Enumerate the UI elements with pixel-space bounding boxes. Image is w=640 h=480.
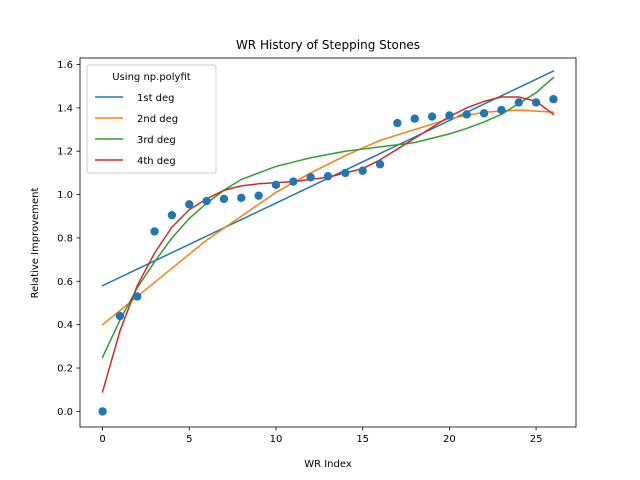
y-tick-label: 1.0: [57, 190, 73, 201]
data-point: [202, 196, 211, 206]
y-tick-label: 1.2: [57, 147, 73, 158]
data-point: [427, 112, 437, 121]
legend-label: 2nd deg: [137, 114, 178, 125]
y-tick-label: 0.4: [57, 320, 73, 331]
data-point: [514, 98, 523, 107]
legend: Using np.polyfit 1st deg 2nd deg 3rd deg 4th…: [86, 64, 217, 174]
data-point: [254, 191, 263, 200]
data-point: [341, 168, 350, 178]
series-line-2nd-deg: [101, 109, 555, 326]
legend-label: 4th deg: [137, 156, 176, 167]
y-axis-label: Relative Improvement: [30, 188, 41, 299]
data-point: [115, 311, 125, 321]
x-tick-label: 25: [530, 434, 543, 445]
x-tick-label: 0: [99, 434, 105, 445]
plot-area: [98, 70, 558, 416]
data-point: [150, 227, 159, 236]
x-tick-label: 5: [186, 434, 192, 445]
data-point: [323, 171, 333, 181]
legend-box: [86, 64, 217, 174]
data-point: [98, 407, 107, 416]
data-point: [462, 110, 471, 119]
legend-label: 3rd deg: [137, 135, 176, 146]
series-line-3rd-deg: [101, 76, 555, 359]
y-tick-label: 0.8: [57, 233, 73, 244]
legend-label: 1st deg: [137, 93, 175, 104]
y-tick-label: 0.2: [57, 364, 73, 375]
data-point: [289, 177, 298, 186]
data-point: [531, 98, 541, 107]
data-point: [410, 114, 419, 123]
data-point: [497, 105, 506, 115]
data-point: [271, 180, 281, 190]
data-point: [167, 210, 177, 220]
data-point: [393, 118, 402, 128]
y-tick-label: 1.4: [57, 103, 73, 114]
data-point: [479, 109, 489, 118]
y-tick-label: 1.6: [57, 60, 73, 71]
y-tick-label: 0.6: [57, 277, 73, 288]
data-point: [237, 193, 246, 203]
data-point: [133, 292, 142, 301]
axes-frame: [79, 57, 577, 428]
data-point: [306, 173, 315, 182]
x-axis-label: WR Index: [304, 459, 352, 470]
data-point: [185, 200, 194, 209]
x-tick-label: 10: [270, 434, 283, 445]
chart-title: WR History of Stepping Stones: [236, 38, 420, 52]
x-tick-label: 15: [356, 434, 369, 445]
y-tick-label: 0.0: [57, 407, 73, 418]
data-point: [358, 166, 367, 175]
data-point: [219, 194, 229, 204]
x-tick-label: 20: [443, 434, 456, 445]
axes: 0 5 10 15 20 25 0.0 0.2 0.4 0.6 0.8 1.0 1.2 1.4 1.6: [57, 57, 577, 445]
data-point: [445, 111, 454, 120]
data-point: [549, 94, 558, 104]
legend-title: Using np.polyfit: [112, 72, 190, 83]
data-point: [375, 160, 385, 169]
